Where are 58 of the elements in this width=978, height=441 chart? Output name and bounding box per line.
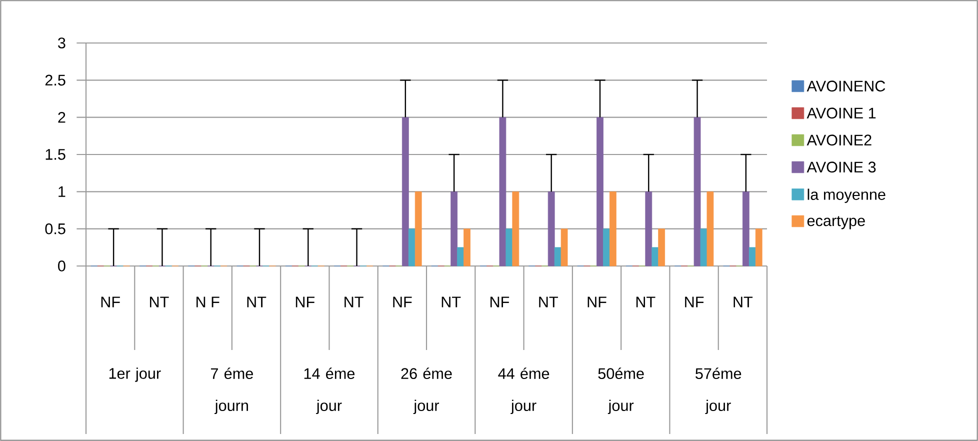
bar [450,191,458,266]
bar [554,247,562,266]
x-tick-label: NT [344,296,364,308]
x-tick-label: NF [101,296,120,308]
legend-label: AVOINE 1 [806,108,876,119]
bar [548,191,555,266]
y-tick-label: 1 [58,186,66,197]
bar [706,191,714,266]
x-tick-label: NT [734,296,753,308]
y-tick-label: 1.5 [46,149,66,160]
x-tick-label: NT [636,296,656,308]
x-tick-label: NF [588,296,606,308]
bar [748,247,756,266]
bar [402,117,409,266]
bar [506,228,513,266]
legend-label: AVOINE2 [806,134,872,146]
legend-label: la moyenne [808,188,886,203]
bar [603,228,610,266]
bar [512,191,520,266]
y-tick-label: 3 [58,38,66,48]
x-tick-label: NF [393,296,412,308]
y-tick-label: 0 [58,260,66,272]
text: 26 éme jour [401,368,452,414]
x-tick-label: NT [247,296,266,308]
bar [596,117,604,266]
x-tick-label: NF [490,296,510,308]
x-tick-label: N F [196,296,220,308]
x-tick-label: NT [539,296,558,308]
x-tick-label: NF [685,296,704,308]
bar [560,228,568,266]
bar [499,117,506,266]
bar [700,228,708,266]
text: 50éme jour [598,368,644,414]
bar [658,228,665,266]
x-tick-label: NT [150,296,169,308]
bar [414,191,422,266]
bar [742,191,750,266]
legend-label: ecartype [807,216,865,230]
y-tick-label: 2 [58,112,66,123]
bar [755,228,762,266]
legend-label: AVOINE 3 [806,162,876,173]
y-tick-label: 0.5 [45,223,66,234]
text: 57éme jour [696,368,742,414]
bar [609,191,616,266]
text: 44 éme jour [498,368,550,414]
bar [464,228,470,266]
bar [694,117,701,266]
y-tick-label: 2.5 [45,74,66,86]
text: 7 éme journ [211,368,253,414]
text: 14 éme jour [304,368,355,414]
bar [652,247,659,266]
x-tick-label: NT [442,296,461,308]
legend-label: AVOINENC [806,80,886,92]
bar [645,191,652,266]
x-tick-label: NF [296,296,314,308]
text: 1er jour [109,368,161,382]
bar [408,228,416,266]
bar [457,247,464,266]
